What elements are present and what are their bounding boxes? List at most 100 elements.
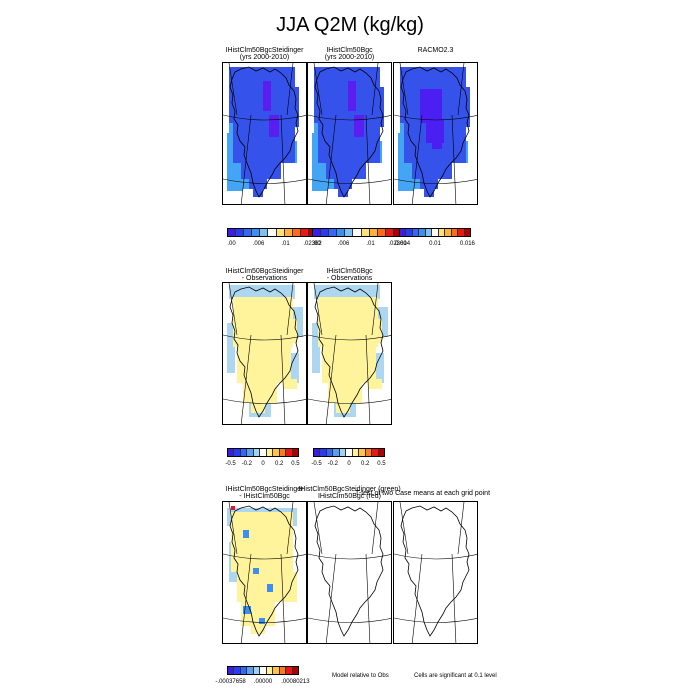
meridian-line — [240, 114, 252, 204]
colorbar-label: .00 — [227, 241, 236, 247]
meridian-line — [371, 63, 379, 116]
grid-cells — [231, 512, 297, 634]
panel-title: IHistClm50BgcSteidinger — [225, 47, 304, 54]
map-panel — [222, 501, 307, 644]
colorbar-swatch — [228, 449, 235, 456]
colorbar-label: 0.016 — [459, 241, 475, 247]
footnote-model-relative: Model relative to Obs — [332, 673, 389, 679]
colorbar-swatch — [412, 229, 420, 236]
colorbar-swatch — [240, 449, 248, 456]
grid-cells — [420, 89, 444, 149]
colorbar-swatch — [329, 229, 338, 236]
colorbar-swatch — [438, 229, 446, 236]
colorbar-label: -0.5 — [311, 461, 322, 467]
parallel-line — [394, 553, 477, 560]
meridian-line — [280, 114, 286, 204]
greenland-map — [308, 502, 391, 643]
parallel-line — [308, 114, 391, 121]
map-panel — [307, 62, 392, 205]
colorbar-swatch — [273, 667, 280, 674]
colorbar-swatch — [372, 449, 379, 456]
colorbar — [312, 228, 402, 237]
ttest-title: T-test of two Case means at each grid po… — [355, 490, 491, 497]
coastline — [400, 505, 470, 637]
panel-title: IHistClm50BgcSteidinger (green) — [298, 486, 401, 493]
panel-subtitle: - Observations — [241, 275, 288, 282]
parallel-line — [223, 114, 306, 121]
colorbar-swatch — [345, 229, 354, 236]
colorbar-swatch — [378, 449, 384, 456]
grid-cell — [424, 187, 434, 197]
meridian-line — [280, 553, 286, 643]
colorbar-swatch — [321, 229, 330, 236]
parallel-line — [223, 334, 306, 341]
meridian-line — [313, 502, 323, 555]
colorbar-label: .00 — [312, 241, 321, 247]
meridian-line — [286, 283, 294, 336]
meridian-line — [286, 63, 294, 116]
colorbar-swatch — [234, 667, 241, 674]
greenland-map — [394, 502, 477, 643]
grid-cell — [312, 323, 320, 373]
panel-title: IHistClm50BgcSteidinger — [225, 268, 304, 275]
parallel-line — [308, 398, 391, 404]
colorbar-swatch — [252, 229, 261, 236]
colorbar-swatch — [377, 229, 386, 236]
coastline — [314, 505, 384, 637]
colorbar-label: 0.004 — [395, 241, 411, 247]
colorbar-swatch — [337, 229, 346, 236]
colorbar-swatch — [400, 229, 407, 236]
meridian-line — [365, 114, 371, 204]
colorbar-swatch — [266, 667, 274, 674]
colorbar-swatch — [286, 667, 293, 674]
graticule — [394, 502, 477, 643]
panel-title: IHistClm50Bgc — [326, 268, 373, 275]
meridian-line — [286, 502, 294, 555]
grid-cells — [263, 81, 279, 137]
colorbar-swatch — [451, 229, 459, 236]
map-panel — [222, 62, 307, 205]
coastline — [314, 66, 384, 198]
colorbar-swatch — [464, 229, 470, 236]
parallel-line — [394, 617, 477, 623]
greenland-map — [394, 63, 477, 204]
coastline — [229, 286, 299, 418]
panel-subtitle: - IHistClm50Bgc — [239, 493, 290, 500]
greenland-map — [308, 63, 391, 204]
grid-cell — [233, 119, 295, 163]
colorbar-swatch — [445, 229, 452, 236]
map-panel — [393, 501, 478, 644]
panel-title: RACMO2.3 — [417, 47, 454, 54]
colorbar-label: -.00037658 — [215, 679, 246, 685]
grid-cell — [229, 285, 295, 299]
meridian-line — [280, 334, 286, 424]
colorbar-swatch — [268, 229, 277, 236]
colorbar-label: -0.2 — [241, 461, 252, 467]
colorbar-label: 0.01 — [429, 241, 441, 247]
meridian-line — [325, 334, 337, 424]
grid-cells — [348, 81, 364, 137]
grid-cell — [231, 506, 235, 510]
colorbar-label: .02361 — [388, 241, 407, 247]
graticule — [223, 63, 306, 204]
colorbar-swatch — [353, 229, 362, 236]
grid-cell — [374, 87, 384, 127]
meridian-line — [228, 63, 238, 116]
footnote-significance: Cells are significant at 0.1 level — [414, 673, 497, 679]
greenland-map — [223, 63, 306, 204]
grid-cell — [318, 119, 380, 163]
grid-cell — [249, 175, 267, 189]
grid-cell — [318, 297, 378, 347]
colorbar-swatch — [276, 229, 285, 236]
coastline — [229, 505, 299, 637]
grid-cell — [348, 81, 356, 111]
grid-cell — [420, 175, 438, 189]
grid-cell — [263, 81, 271, 111]
colorbar-swatch — [292, 229, 301, 236]
grid-cell — [420, 89, 442, 123]
meridian-line — [399, 502, 409, 555]
colorbar-label: .00080213 — [281, 679, 310, 685]
colorbar-swatch — [244, 229, 253, 236]
grid-cells — [231, 506, 235, 510]
colorbar-swatch — [228, 229, 237, 236]
